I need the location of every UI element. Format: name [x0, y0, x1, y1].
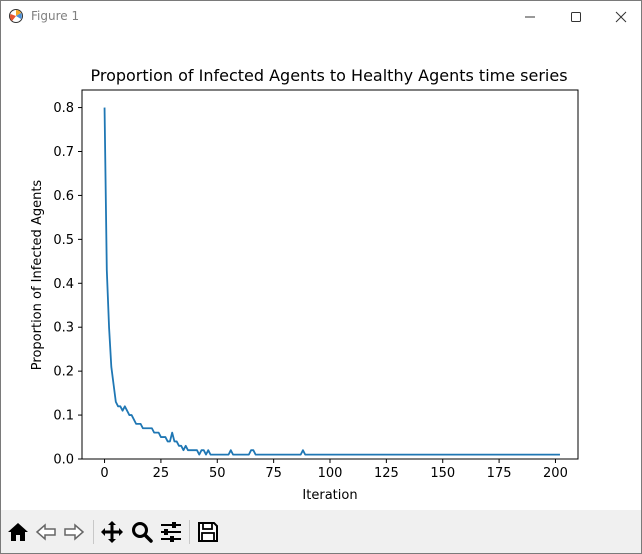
home-icon: [8, 523, 28, 541]
y-axis-label: Proportion of Infected Agents: [30, 180, 45, 371]
back-arrow-icon: [35, 523, 56, 541]
x-tick-label: 125: [374, 466, 399, 481]
y-tick-label: 0.1: [53, 409, 74, 424]
matplotlib-logo-icon: [9, 9, 23, 23]
x-tick-label: 200: [543, 466, 568, 481]
toolbar-separator: [189, 520, 190, 544]
y-tick-label: 0.0: [53, 453, 74, 468]
y-tick-label: 0.8: [53, 101, 74, 116]
x-tick-label: 25: [153, 466, 170, 481]
title-bar[interactable]: Figure 1: [1, 1, 641, 32]
y-tick-label: 0.3: [53, 321, 74, 336]
axis-ticks: 0 25 50 75 100 125 150 175 200 0.0 0.1 0.2 0.3 0.4 0.5…: [53, 101, 568, 481]
close-icon: [615, 11, 627, 22]
close-button[interactable]: [598, 1, 642, 32]
x-tick-label: 50: [209, 466, 226, 481]
x-tick-label: 150: [430, 466, 455, 481]
back-button[interactable]: [32, 518, 60, 546]
minimize-icon: [525, 16, 535, 17]
navigation-toolbar: [1, 510, 641, 553]
x-axis-label: Iteration: [302, 488, 357, 503]
pan-icon: [101, 521, 123, 543]
save-icon: [198, 522, 218, 542]
figure-canvas[interactable]: Proportion of Infected Agents to Healthy…: [1, 32, 641, 510]
configure-subplots-icon: [161, 522, 181, 542]
y-tick-label: 0.6: [53, 189, 74, 204]
pan-button[interactable]: [98, 518, 126, 546]
y-tick-label: 0.4: [53, 277, 74, 292]
series-line: [103, 107, 560, 456]
y-tick-label: 0.5: [53, 233, 74, 248]
x-tick-label: 100: [318, 466, 343, 481]
x-tick-label: 175: [487, 466, 512, 481]
zoom-icon: [132, 522, 153, 543]
x-tick-label: 0: [100, 466, 108, 481]
chart-title: Proportion of Infected Agents to Healthy…: [90, 66, 567, 85]
configure-subplots-button[interactable]: [157, 518, 185, 546]
forward-button[interactable]: [60, 518, 88, 546]
minimize-button[interactable]: [507, 1, 553, 32]
plot-area: [81, 89, 579, 460]
window-title: Figure 1: [31, 9, 80, 23]
maximize-button[interactable]: [553, 1, 599, 32]
y-tick-label: 0.2: [53, 365, 74, 380]
toolbar-separator: [93, 520, 94, 544]
zoom-button[interactable]: [128, 518, 156, 546]
home-button[interactable]: [4, 518, 32, 546]
chart: Proportion of Infected Agents to Healthy…: [30, 66, 579, 503]
save-button[interactable]: [194, 518, 222, 546]
forward-arrow-icon: [64, 523, 85, 541]
x-tick-label: 75: [265, 466, 282, 481]
y-tick-label: 0.7: [53, 145, 74, 160]
maximize-icon: [571, 11, 581, 22]
